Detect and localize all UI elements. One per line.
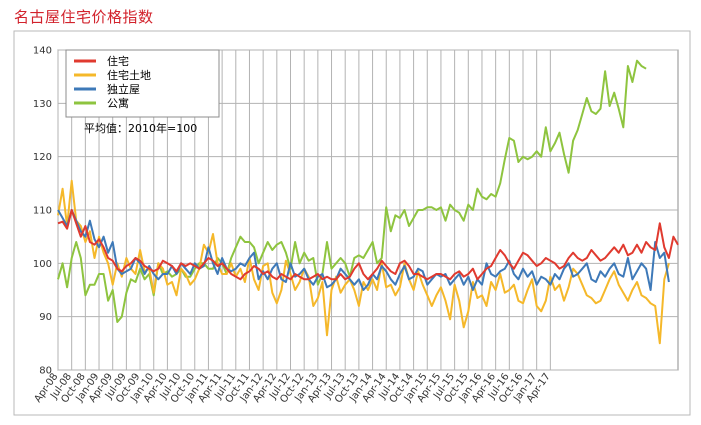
y-axis: 80 90 100 110 120 130 140	[33, 46, 52, 377]
y-tick-label: 140	[33, 46, 52, 57]
legend-label: 公寓	[107, 96, 129, 110]
y-tick-label: 90	[39, 312, 52, 323]
series-lines	[57, 59, 679, 345]
legend-box	[65, 49, 220, 118]
y-tick-label: 120	[33, 152, 52, 163]
legend-label: 独立屋	[107, 82, 140, 96]
legend-label: 住宅土地	[107, 68, 151, 82]
y-tick-label: 130	[33, 99, 52, 110]
legend-label: 住宅	[107, 54, 129, 68]
y-tick-label: 80	[39, 366, 52, 377]
index-base-note: 平均值：2010年=100	[84, 121, 197, 135]
series-line	[57, 209, 670, 291]
y-tick-label: 110	[33, 206, 52, 217]
series-line	[57, 209, 679, 281]
page-title: 名古屋住宅价格指数	[14, 8, 154, 26]
y-tick-label: 100	[33, 259, 52, 270]
